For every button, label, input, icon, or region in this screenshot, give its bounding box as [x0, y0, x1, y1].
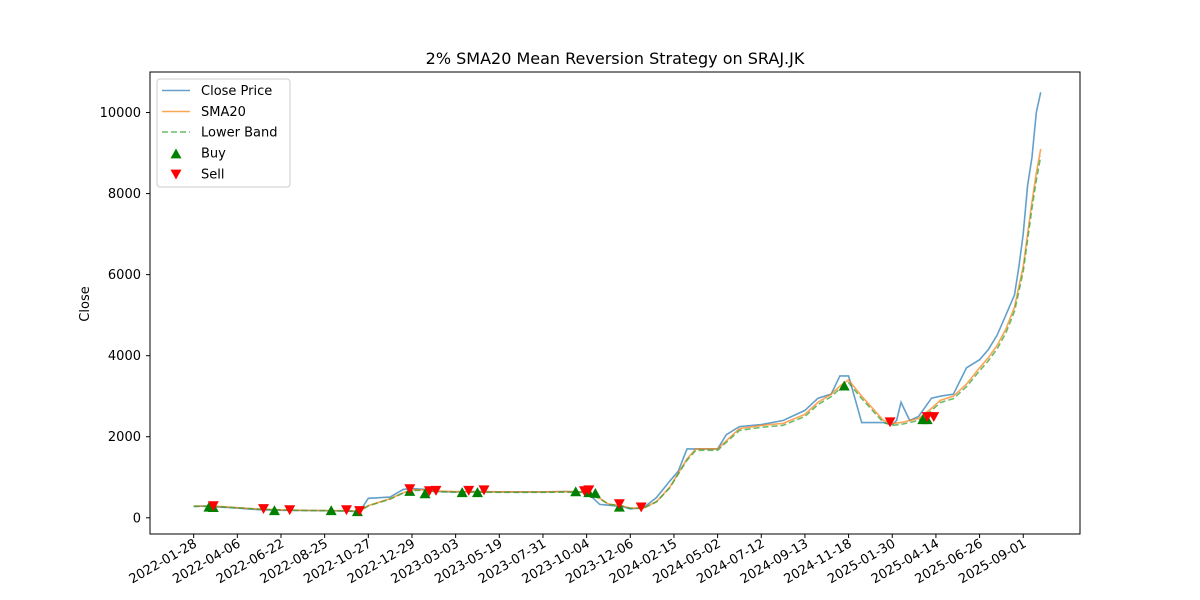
- sell-marker: [284, 505, 296, 516]
- legend-close-price: Close Price: [162, 84, 272, 99]
- buy-marker: [268, 505, 280, 516]
- buy-marker: [471, 487, 483, 498]
- y-tick-label: 10000: [100, 106, 141, 121]
- legend-close-price-label: Close Price: [201, 84, 272, 99]
- close-price-line: [193, 92, 1042, 513]
- sell-marker: [207, 501, 219, 512]
- legend-buy: Buy: [170, 147, 226, 162]
- sell-marker: [258, 504, 270, 514]
- legend-buy-label: Buy: [201, 147, 226, 162]
- legend-sell-label: Sell: [201, 168, 224, 183]
- plot-area: [193, 92, 1042, 517]
- legend-buy-swatch: [170, 148, 182, 159]
- legend-sma20: SMA20: [162, 105, 246, 120]
- sell-marker: [478, 485, 490, 496]
- legend-lower-band-label: Lower Band: [201, 126, 277, 141]
- buy-marker: [325, 505, 337, 516]
- legend-sell: Sell: [170, 168, 224, 183]
- sell-marker: [463, 485, 475, 496]
- legend: Close Price SMA20 Lower Band Buy Sell: [156, 78, 291, 188]
- sell-marker: [430, 485, 442, 496]
- sell-marker: [635, 502, 647, 513]
- y-tick-label: 6000: [108, 268, 141, 283]
- legend-box: [156, 78, 291, 188]
- sell-marker: [884, 417, 896, 428]
- y-tick-label: 8000: [108, 187, 141, 202]
- sell-marker: [340, 505, 352, 516]
- y-tick-label: 0: [133, 511, 141, 526]
- buy-marker: [838, 380, 850, 391]
- legend-lower-band: Lower Band: [162, 126, 277, 141]
- y-tick-label: 4000: [108, 349, 141, 364]
- sell-marker: [583, 485, 595, 496]
- buy-marker: [419, 488, 431, 499]
- sell-marker: [354, 506, 366, 516]
- lower-band-line: [193, 156, 1042, 513]
- y-tick-label: 2000: [108, 430, 141, 445]
- sell-marker: [928, 412, 940, 422]
- sma20-line: [193, 148, 1042, 512]
- y-axis-label: Close: [78, 286, 93, 321]
- buy-marker: [589, 487, 601, 498]
- plot-frame: [149, 71, 1081, 535]
- legend-sell-swatch: [170, 169, 182, 180]
- buy-marker: [570, 486, 582, 497]
- legend-sma20-label: SMA20: [201, 105, 246, 120]
- sell-marker: [613, 499, 625, 510]
- buy-marker: [456, 487, 468, 498]
- sell-marker: [404, 484, 416, 495]
- chart-title: 2% SMA20 Mean Reversion Strategy on SRAJ…: [426, 49, 805, 68]
